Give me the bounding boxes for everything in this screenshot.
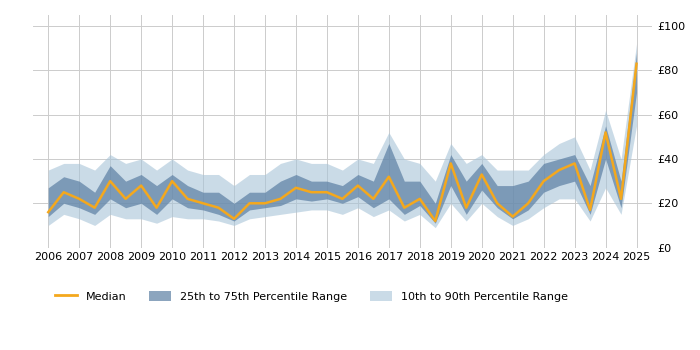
Legend: Median, 25th to 75th Percentile Range, 10th to 90th Percentile Range: Median, 25th to 75th Percentile Range, 1… xyxy=(50,285,573,307)
